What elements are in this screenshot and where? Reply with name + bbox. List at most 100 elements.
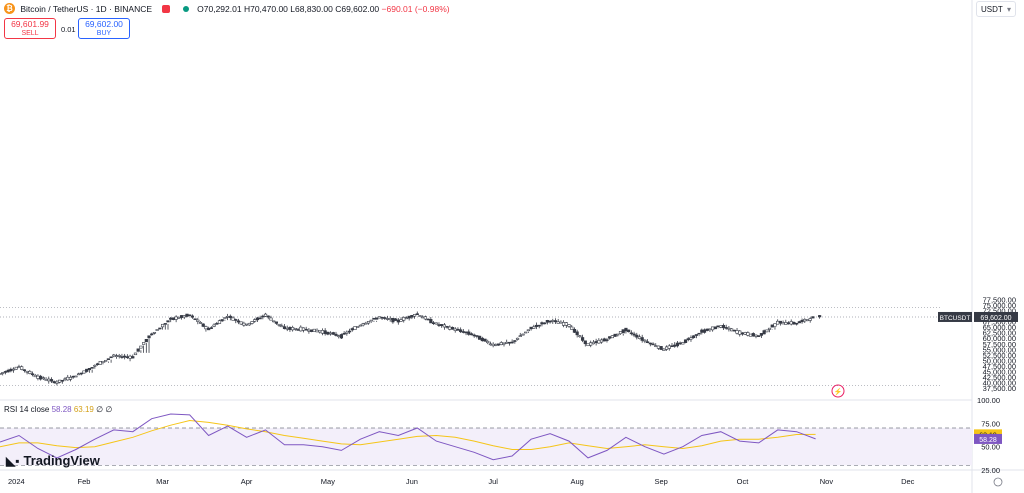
candle-body xyxy=(123,355,127,358)
price-axis[interactable]: 77,500.0075,000.0072,500.0070,000.0067,5… xyxy=(983,296,1016,394)
candle-body xyxy=(369,319,373,322)
logo-text: TradingView xyxy=(23,453,100,468)
candle-body xyxy=(250,321,254,324)
candle-body xyxy=(646,341,650,343)
lightning-icon[interactable] xyxy=(831,384,845,398)
candle-body xyxy=(52,381,56,384)
buy-button[interactable]: 69,602.00 BUY xyxy=(78,18,130,39)
candle-body xyxy=(475,335,479,337)
price-tick-label: 62,500.00 xyxy=(983,329,1016,338)
candle-body xyxy=(513,340,517,342)
candle-body xyxy=(692,335,696,338)
candle-body xyxy=(635,334,639,338)
candle-body xyxy=(580,337,585,341)
candle-body xyxy=(364,322,368,325)
currency-button[interactable]: USDT ▾ xyxy=(976,1,1016,17)
candle-body xyxy=(366,321,371,324)
sell-price: 69,601.99 xyxy=(11,19,49,29)
candle-body xyxy=(358,324,362,327)
buy-label: BUY xyxy=(96,30,112,37)
candle-body xyxy=(147,335,151,339)
candle-body xyxy=(735,330,739,334)
candle-body xyxy=(117,355,121,357)
candle-body xyxy=(507,341,512,344)
candle-body xyxy=(548,320,552,323)
candle-body xyxy=(383,317,387,319)
candle-body xyxy=(155,329,159,331)
rsi-tag xyxy=(974,433,1002,444)
candle-body xyxy=(399,319,403,322)
candle-body xyxy=(266,315,270,318)
candle-body xyxy=(792,322,796,325)
candle-body xyxy=(502,342,506,345)
candle-body xyxy=(82,370,86,374)
price-tick-label: 40,000.00 xyxy=(983,378,1016,387)
candle-body xyxy=(440,324,444,327)
candle-body xyxy=(87,367,92,371)
tradingview-icon: ◣▪ xyxy=(6,454,20,468)
settings-icon[interactable] xyxy=(993,477,1003,487)
candle-body xyxy=(9,368,13,372)
sell-button[interactable]: 69,601.99 SELL xyxy=(4,18,56,39)
candle-body xyxy=(602,338,606,342)
candle-body xyxy=(694,334,698,336)
candle-body xyxy=(762,330,766,335)
candle-body xyxy=(269,317,273,321)
candle-body xyxy=(805,319,810,322)
candle-body xyxy=(253,319,257,322)
candle-body xyxy=(361,323,365,326)
ohlc-close: C69,602.00 xyxy=(335,3,380,14)
candle-body xyxy=(575,331,579,336)
candle-body xyxy=(394,318,398,321)
candle-body xyxy=(212,324,216,327)
candle-body xyxy=(291,327,295,331)
rsi-tick-label: 100.00 xyxy=(977,396,1000,405)
candle-body xyxy=(818,315,822,318)
candle-body xyxy=(811,316,815,319)
candle-body xyxy=(518,335,522,338)
candle-body xyxy=(732,329,736,332)
candle-body xyxy=(529,326,533,330)
symbol-title[interactable]: Bitcoin / TetherUS · 1D · BINANCE xyxy=(20,3,153,14)
candle-body xyxy=(133,352,138,356)
ohlc-high: H70,470.00 xyxy=(243,3,288,14)
candle-body xyxy=(629,332,633,335)
candle-body xyxy=(318,330,322,333)
ohlc-open: O70,292.01 xyxy=(197,3,242,14)
candle-body xyxy=(740,332,745,335)
candle-body xyxy=(201,323,205,327)
candle-body xyxy=(437,324,441,326)
candle-body xyxy=(90,367,94,369)
candle-body xyxy=(36,375,40,379)
candle-body xyxy=(589,342,593,346)
rsi-pane[interactable]: 100.00 75.00 50.00 25.00 xyxy=(0,396,1000,475)
flag-icon[interactable] xyxy=(162,4,171,13)
lightning-glyph: ⚡ xyxy=(834,387,843,396)
candle-body xyxy=(247,322,251,326)
candle-body xyxy=(95,363,100,366)
tradingview-logo[interactable]: ◣▪ TradingView xyxy=(6,453,100,468)
time-tick-label: Feb xyxy=(78,477,91,486)
rsi-label[interactable]: RSI 14 close xyxy=(4,405,50,414)
candle-body xyxy=(114,355,119,357)
candle-body xyxy=(651,343,655,346)
candle-body xyxy=(572,328,577,333)
candle-body xyxy=(610,335,614,339)
candle-body xyxy=(17,366,21,368)
market-open-icon xyxy=(182,5,189,12)
candle-body xyxy=(47,378,51,382)
candle-body xyxy=(150,333,154,336)
candle-body xyxy=(496,343,501,346)
time-axis[interactable]: 2024 Feb Mar Apr May Jun Jul Aug Sep Oct Nov Dec xyxy=(8,477,1003,487)
rsi-extra: ∅ ∅ xyxy=(96,405,113,414)
candle-body xyxy=(683,339,688,343)
candle-body xyxy=(234,319,238,321)
candle-body xyxy=(624,327,628,332)
candle-body xyxy=(60,379,64,382)
candle-body xyxy=(106,358,110,360)
candle-body xyxy=(445,326,449,328)
candle-body xyxy=(215,323,219,325)
